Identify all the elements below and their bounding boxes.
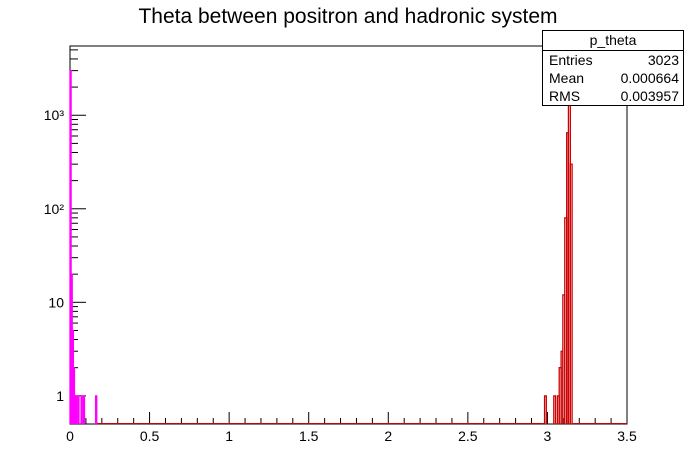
histogram-bin	[80, 395, 83, 424]
histogram-bin	[82, 395, 86, 424]
stats-label: RMS	[549, 88, 581, 104]
x-tick-label: 3.5	[617, 428, 637, 444]
y-tick-label: 10	[48, 294, 64, 310]
histogram-bin	[553, 395, 557, 424]
stats-label: Entries	[549, 52, 593, 68]
stats-value: 3023	[647, 52, 679, 68]
stats-value: 0.000664	[620, 70, 679, 86]
x-tick-label: 3	[544, 428, 552, 444]
y-tick-label: 10²	[44, 201, 65, 217]
histogram-bin	[543, 395, 547, 424]
x-tick-label: 0	[66, 428, 74, 444]
x-tick-label: 0.5	[140, 428, 160, 444]
stats-title: p_theta	[543, 31, 683, 51]
x-tick-label: 2	[384, 428, 392, 444]
histogram-bin	[69, 69, 72, 424]
stats-box: p_theta Entries 3023 Mean 0.000664 RMS 0…	[542, 30, 684, 106]
histogram-bin	[94, 395, 98, 424]
x-tick-label: 1.5	[299, 428, 319, 444]
stats-row-entries: Entries 3023	[543, 51, 683, 69]
histogram-bin	[77, 395, 80, 424]
histogram-bin	[72, 367, 76, 424]
y-tick-label: 1	[56, 388, 64, 404]
stats-row-mean: Mean 0.000664	[543, 69, 683, 87]
histogram-bin	[569, 163, 573, 424]
x-tick-label: 1	[225, 428, 233, 444]
stats-value: 0.003957	[620, 88, 679, 104]
histogram-bin	[74, 395, 78, 424]
chart-title: Theta between positron and hadronic syst…	[138, 5, 557, 28]
stats-label: Mean	[549, 70, 585, 86]
y-tick-label: 10³	[44, 107, 65, 123]
stats-row-rms: RMS 0.003957	[543, 87, 683, 105]
plot-area: 0 0.5 1 1.5 2 2.5 3 3.5 1 10 10² 10³	[44, 45, 637, 444]
x-tick-label: 2.5	[458, 428, 478, 444]
